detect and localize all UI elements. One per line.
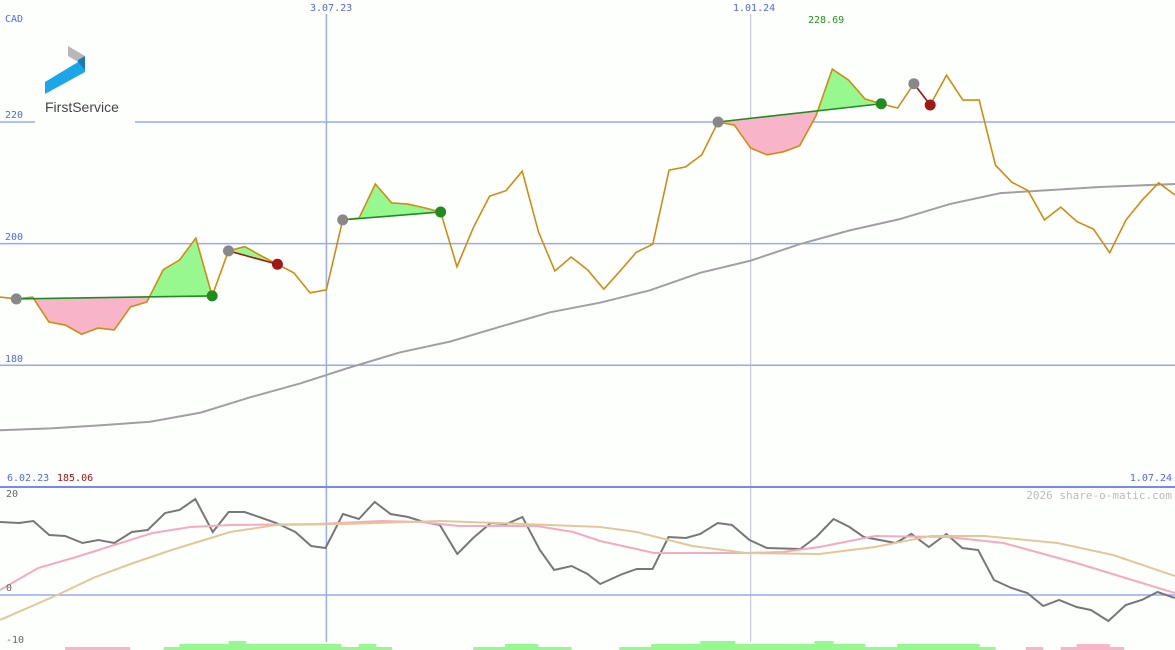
histogram-bar <box>651 644 866 650</box>
company-logo-text: FirstService <box>45 99 119 115</box>
indicator-line <box>0 519 1175 621</box>
loss-area <box>718 103 882 155</box>
watermark: 2026 share-o-matic.com <box>1026 489 1172 502</box>
entry-marker <box>222 245 234 257</box>
entry-marker <box>908 78 920 90</box>
histogram-bar <box>504 644 539 650</box>
entry-marker <box>337 214 349 226</box>
histogram-bar <box>65 647 131 650</box>
x-tick-label: 3.07.23 <box>310 3 353 14</box>
y-tick-200: 200 <box>5 232 24 243</box>
exit-marker <box>435 206 447 218</box>
histogram-bar <box>358 644 377 650</box>
max-price-label: 228.69 <box>808 15 845 26</box>
histogram-bar <box>897 644 980 650</box>
start-date-label: 6.02.23 <box>7 473 50 484</box>
gain-area <box>718 69 882 122</box>
currency-label: CAD <box>5 14 24 25</box>
exit-marker <box>206 290 218 302</box>
moving-average-line <box>0 183 1175 432</box>
histogram-bar <box>1025 647 1044 650</box>
end-date-label: 1.07.24 <box>1129 473 1172 484</box>
trade-line <box>717 102 882 123</box>
indicator-line <box>0 497 1175 623</box>
indicator-tick-minus10: -10 <box>6 635 25 646</box>
loss-area <box>16 295 213 335</box>
y-tick-220: 220 <box>5 110 24 121</box>
trade-line <box>342 211 441 221</box>
indicator-line <box>0 519 1175 594</box>
exit-marker <box>271 258 283 270</box>
entry-marker <box>10 293 22 305</box>
entry-marker <box>712 116 724 128</box>
histogram-bar <box>179 644 342 650</box>
price-line <box>0 67 1175 336</box>
histogram-bar <box>228 641 247 650</box>
indicator-tick-20: 20 <box>6 489 19 500</box>
indicator-tick-0: 0 <box>6 583 13 594</box>
exit-marker <box>875 98 887 110</box>
histogram-bar <box>814 641 834 650</box>
company-logo-icon <box>45 46 85 94</box>
histogram-bar <box>700 641 736 650</box>
trade-line <box>228 250 278 266</box>
trade-line <box>16 295 213 300</box>
histogram-bar <box>1076 644 1110 650</box>
gain-area <box>342 184 441 220</box>
y-tick-180: 180 <box>5 354 24 365</box>
x-tick-label: 1.01.24 <box>733 3 776 14</box>
exit-marker <box>924 99 936 111</box>
gain-area <box>228 246 278 265</box>
min-price-label: 185.06 <box>57 473 94 484</box>
